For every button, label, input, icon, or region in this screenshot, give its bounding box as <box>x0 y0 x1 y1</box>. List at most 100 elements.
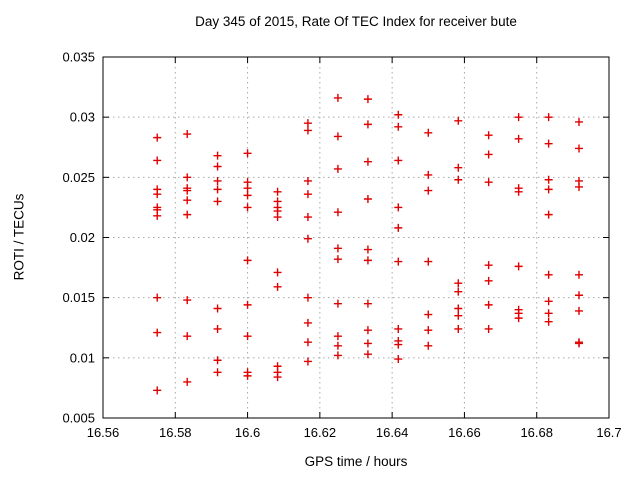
data-point-marker <box>394 223 403 232</box>
data-point-marker <box>363 245 372 254</box>
data-point-marker <box>454 175 463 184</box>
data-point-marker <box>243 203 252 212</box>
data-point-marker <box>333 341 342 350</box>
data-point-marker <box>303 338 312 347</box>
data-point-marker <box>183 173 192 182</box>
data-point-marker <box>183 377 192 386</box>
data-point-marker <box>544 210 553 219</box>
data-point-marker <box>243 149 252 158</box>
data-point-marker <box>363 350 372 359</box>
plot-border <box>102 56 610 419</box>
data-point-marker <box>454 116 463 125</box>
data-point-marker <box>575 339 584 348</box>
data-point-marker <box>303 176 312 185</box>
data-point-marker <box>243 256 252 265</box>
data-point-marker <box>514 262 523 271</box>
data-point-marker <box>454 279 463 288</box>
data-point-marker <box>273 373 282 382</box>
data-point-marker <box>213 324 222 333</box>
data-point-marker <box>153 293 162 302</box>
data-point-marker <box>575 306 584 315</box>
data-point-marker <box>183 332 192 341</box>
data-point-marker <box>213 176 222 185</box>
y-tick-label: 0.03 <box>70 110 95 125</box>
data-point-marker <box>213 151 222 160</box>
data-point-marker <box>303 213 312 222</box>
data-point-marker <box>424 341 433 350</box>
data-point-marker <box>544 175 553 184</box>
x-tick-label: 16.56 <box>87 425 120 440</box>
y-tick-label: 0.015 <box>62 290 95 305</box>
data-point-marker <box>333 332 342 341</box>
data-point-marker <box>183 210 192 219</box>
data-point-marker <box>333 132 342 141</box>
data-point-marker <box>333 244 342 253</box>
data-point-marker <box>303 293 312 302</box>
data-point-marker <box>454 324 463 333</box>
x-axis-label: GPS time / hours <box>304 454 408 469</box>
x-tick-label: 16.6 <box>235 425 260 440</box>
x-tick-label: 16.58 <box>159 425 192 440</box>
data-point-marker <box>454 311 463 320</box>
data-point-marker <box>243 300 252 309</box>
data-point-marker <box>514 187 523 196</box>
data-point-marker <box>575 270 584 279</box>
data-point-marker <box>213 197 222 206</box>
data-point-marker <box>243 191 252 200</box>
x-tick-label: 16.64 <box>376 425 409 440</box>
data-point-marker <box>333 208 342 217</box>
data-point-marker <box>303 119 312 128</box>
data-point-marker <box>363 299 372 308</box>
data-point-marker <box>484 276 493 285</box>
x-tick-label: 16.7 <box>596 425 621 440</box>
data-point-marker <box>213 304 222 313</box>
data-point-marker <box>394 203 403 212</box>
data-point-marker <box>153 386 162 395</box>
data-point-marker <box>303 234 312 243</box>
data-point-marker <box>424 310 433 319</box>
x-tick-label: 16.68 <box>520 425 553 440</box>
data-point-marker <box>213 356 222 365</box>
data-point-marker <box>484 324 493 333</box>
chart-title: Day 345 of 2015, Rate Of TEC Index for r… <box>195 14 517 29</box>
data-point-marker <box>243 332 252 341</box>
data-point-marker <box>183 186 192 195</box>
data-point-marker <box>273 213 282 222</box>
data-point-marker <box>153 211 162 220</box>
data-point-marker <box>484 150 493 159</box>
data-point-marker <box>424 128 433 137</box>
data-point-marker <box>213 162 222 171</box>
data-point-marker <box>183 296 192 305</box>
y-tick-label: 0.005 <box>62 411 95 426</box>
data-point-marker <box>484 261 493 270</box>
data-point-marker <box>544 139 553 148</box>
data-point-marker <box>575 291 584 300</box>
data-point-marker <box>454 304 463 313</box>
y-tick-label: 0.035 <box>62 50 95 65</box>
data-point-marker <box>514 113 523 122</box>
data-point-marker <box>394 257 403 266</box>
data-point-marker <box>424 257 433 266</box>
data-point-marker <box>363 339 372 348</box>
y-tick-label: 0.02 <box>70 230 95 245</box>
data-point-marker <box>394 340 403 349</box>
data-point-marker <box>394 122 403 131</box>
data-point-marker <box>544 270 553 279</box>
data-point-marker <box>153 190 162 199</box>
data-point-marker <box>153 133 162 142</box>
x-tick-label: 16.66 <box>448 425 481 440</box>
data-point-marker <box>333 93 342 102</box>
data-point-marker <box>333 351 342 360</box>
data-point-marker <box>544 309 553 318</box>
data-point-marker <box>183 130 192 139</box>
data-point-marker <box>243 184 252 193</box>
data-point-marker <box>514 134 523 143</box>
data-point-marker <box>575 117 584 126</box>
x-tick-label: 16.62 <box>304 425 337 440</box>
data-point-marker <box>213 185 222 194</box>
data-point-marker <box>303 318 312 327</box>
data-point-marker <box>363 157 372 166</box>
data-point-marker <box>394 355 403 364</box>
data-point-marker <box>424 186 433 195</box>
